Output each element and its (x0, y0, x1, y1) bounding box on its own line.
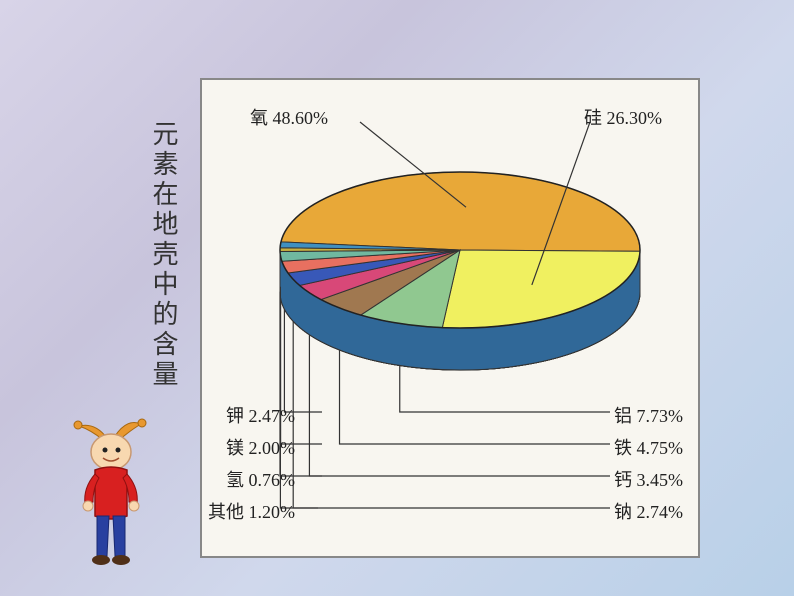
pie-chart-panel: 氧 48.60% 硅 26.30% 铝 7.73% 铁 4.75% 钙 3.45… (200, 78, 700, 558)
label-sodium: 钠 2.74% (614, 498, 683, 524)
label-other: 其他 1.20% (208, 498, 295, 524)
page-title: 元素在地壳中的含量 (145, 120, 182, 390)
label-hydrogen: 氢 0.76% (226, 466, 295, 492)
label-iron: 铁 4.75% (614, 434, 683, 460)
label-magnesium: 镁 2.00% (226, 434, 295, 460)
label-aluminum: 铝 7.73% (614, 402, 683, 428)
label-silicon: 硅 26.30% (584, 104, 662, 130)
label-calcium: 钙 3.45% (614, 466, 683, 492)
label-potassium: 钾 2.47% (226, 402, 295, 428)
label-oxygen: 氧 48.60% (250, 104, 328, 130)
cartoon-character (65, 416, 155, 576)
